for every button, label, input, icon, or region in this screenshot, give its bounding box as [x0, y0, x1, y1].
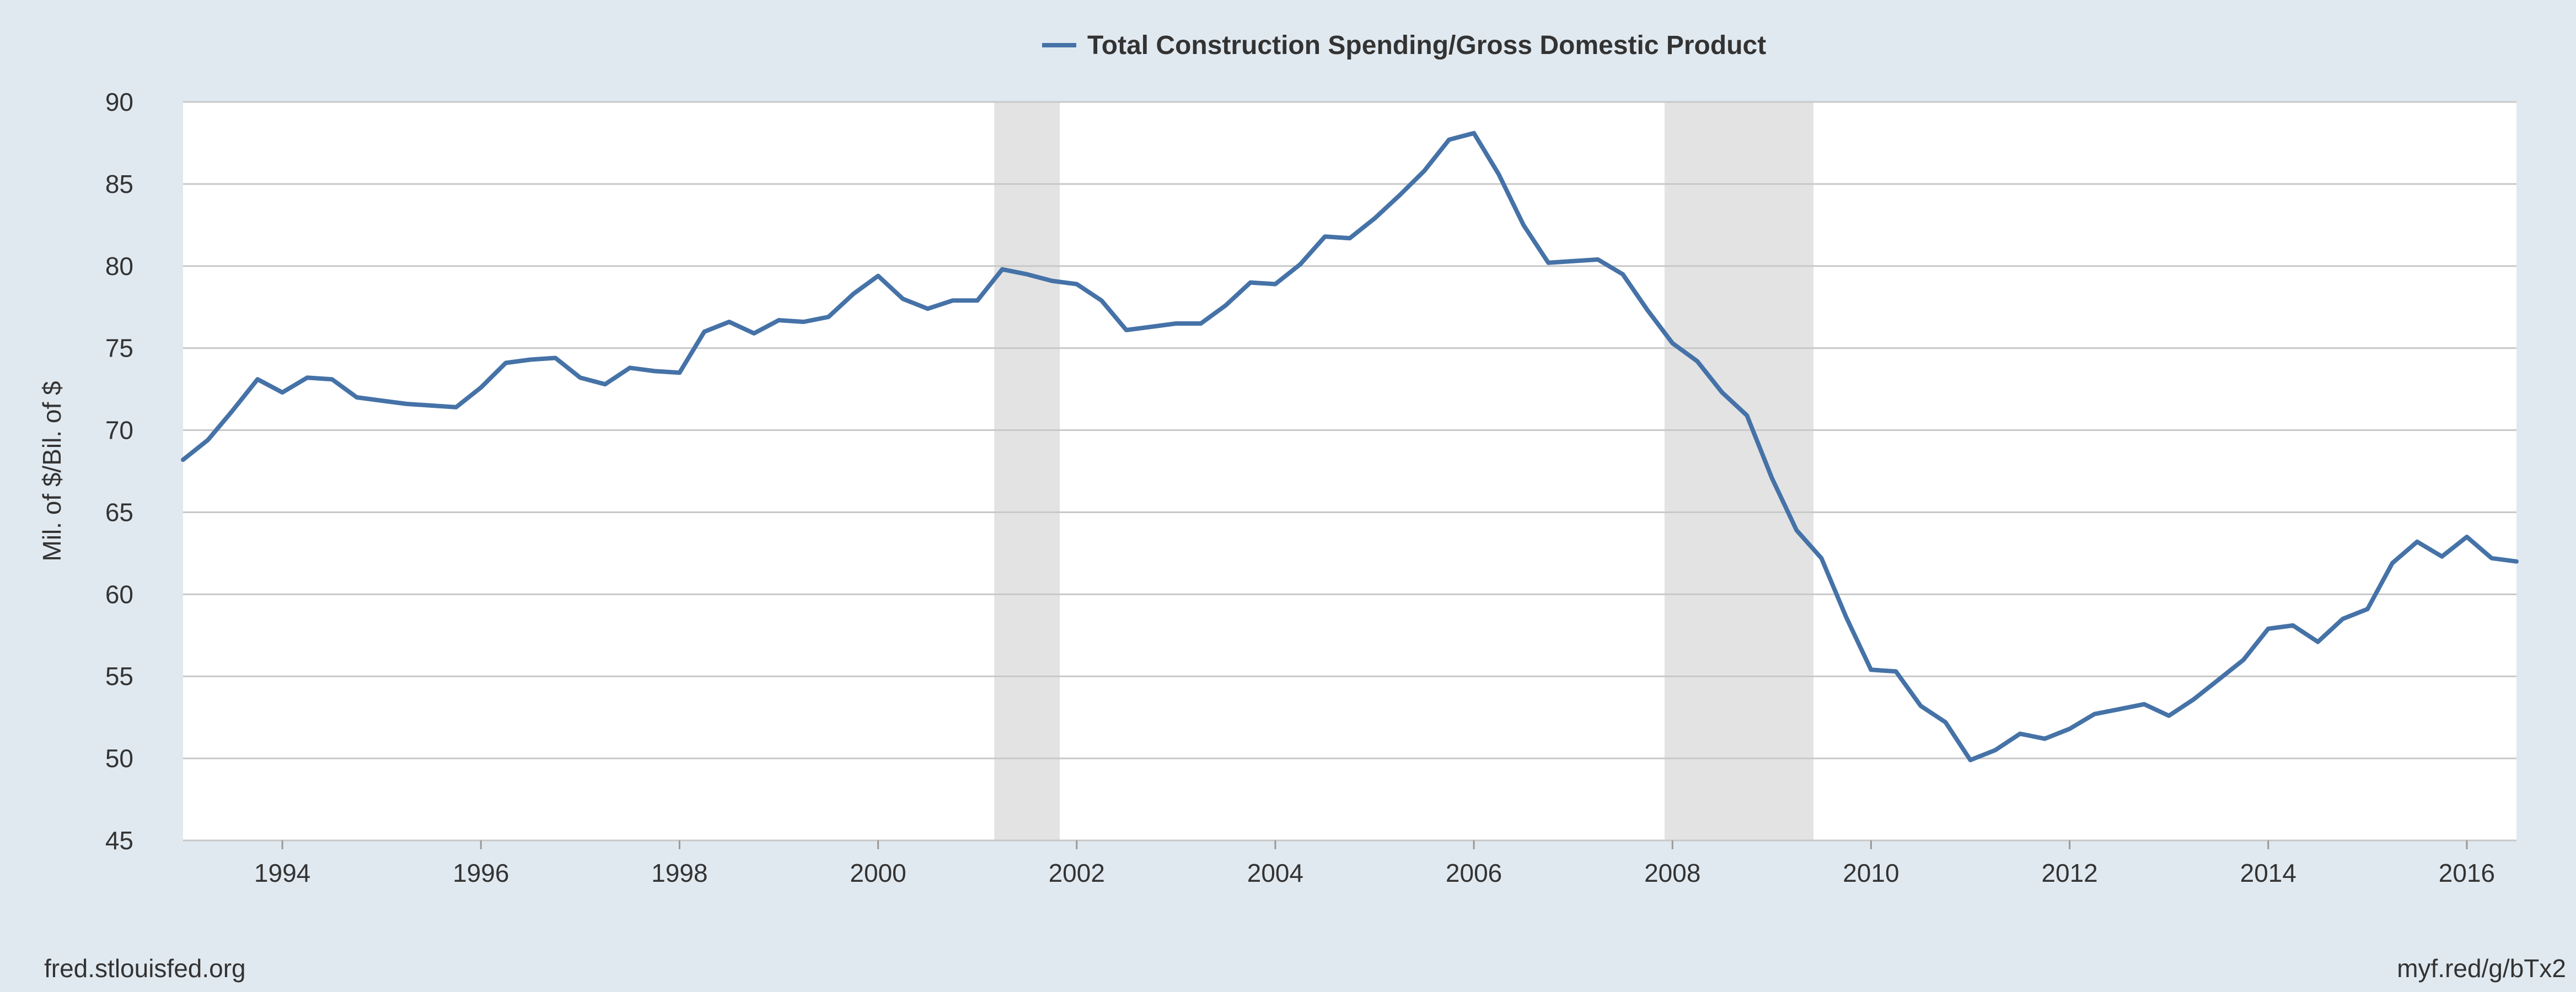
x-tick-label: 1996 — [453, 859, 509, 887]
x-tick-label: 1994 — [254, 859, 310, 887]
recession-band-1 — [994, 102, 1060, 840]
series-line-1[interactable] — [181, 131, 2519, 763]
y-tick-label: 70 — [105, 416, 133, 445]
y-tick-label: 75 — [105, 334, 133, 363]
y-tick-label: 45 — [105, 826, 133, 855]
y-axis-title: Mil. of $/Bil. of $ — [37, 381, 66, 561]
y-tick-label: 90 — [105, 88, 133, 116]
x-tick-label: 2014 — [2240, 859, 2296, 887]
x-tick-label: 2016 — [2439, 859, 2495, 887]
y-axis-ticks: 45 50 55 60 65 70 75 80 85 90 — [105, 88, 133, 855]
legend-label: Total Construction Spending/Gross Domest… — [1087, 31, 1766, 60]
y-tick-label: 85 — [105, 170, 133, 198]
source-credit[interactable]: fred.stlouisfed.org — [44, 954, 246, 983]
x-tick-label: 2006 — [1446, 859, 1502, 887]
x-tick-label: 2008 — [1644, 859, 1700, 887]
recession-band-2 — [1664, 102, 1813, 840]
y-tick-label: 60 — [105, 580, 133, 608]
y-tick-label: 80 — [105, 252, 133, 281]
x-tick-label: 2012 — [2041, 859, 2097, 887]
series-layer — [181, 131, 2519, 763]
x-tick-label: 2000 — [850, 859, 906, 887]
x-tick-label: 1998 — [651, 859, 707, 887]
x-tick-label: 2010 — [1843, 859, 1899, 887]
y-tick-label: 65 — [105, 498, 133, 526]
short-url[interactable]: myf.red/g/bTx2 — [2397, 954, 2566, 983]
legend[interactable]: Total Construction Spending/Gross Domest… — [1042, 31, 1766, 60]
x-axis-ticks: 1994 1996 1998 2000 2002 2004 2006 2008 2010 2012… — [254, 840, 2495, 887]
x-tick-label: 2004 — [1247, 859, 1303, 887]
x-tick-label: 2002 — [1049, 859, 1105, 887]
recession-bands — [994, 102, 1813, 840]
grid-lines — [183, 101, 2516, 842]
y-tick-label: 50 — [105, 744, 133, 773]
y-tick-label: 55 — [105, 662, 133, 691]
plot-area — [183, 102, 2516, 840]
